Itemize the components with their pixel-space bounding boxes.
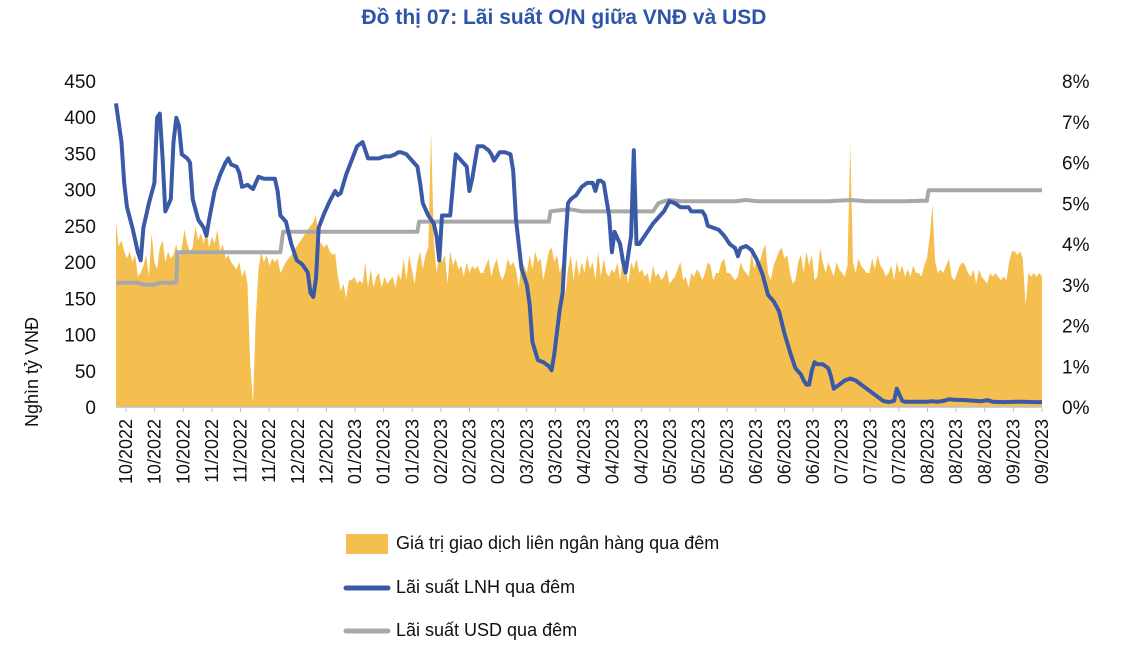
x-tick-label: 06/2023 — [746, 419, 766, 484]
legend-usd-label: Lãi suất USD qua đêm — [396, 620, 578, 640]
axis-layer — [116, 406, 1043, 412]
x-tick-label: 10/2022 — [145, 419, 165, 484]
right-y-tick-label: 8% — [1062, 72, 1090, 93]
left-y-tick-label: 250 — [64, 217, 96, 238]
x-tick-label: 11/2022 — [202, 419, 222, 483]
x-tick-label: 01/2023 — [402, 419, 422, 484]
chart-title: Đồ thị 07: Lãi suất O/N giữa VNĐ và USD — [361, 6, 767, 29]
x-tick-label: 05/2023 — [717, 419, 737, 484]
x-tick-label: 07/2023 — [889, 419, 909, 484]
left-y-tick-label: 400 — [64, 108, 96, 129]
x-tick-label: 08/2023 — [975, 419, 995, 484]
x-tick-label: 06/2023 — [774, 419, 794, 484]
right-y-axis-ticks: 0% 1% 2% 3% 4% 5% 6% 7% 8% — [1062, 72, 1090, 419]
left-y-tick-label: 50 — [75, 362, 96, 383]
x-tick-label: 02/2023 — [488, 419, 508, 484]
x-tick-label: 09/2023 — [1032, 419, 1052, 484]
x-tick-label: 05/2023 — [660, 419, 680, 484]
line-layer — [114, 103, 1042, 405]
x-tick-label: 01/2023 — [345, 419, 365, 484]
legend-vnd-label: Lãi suất LNH qua đêm — [396, 577, 576, 597]
legend-area-swatch — [346, 534, 388, 554]
x-tick-label: 06/2023 — [803, 419, 823, 484]
x-tick-label: 11/2022 — [231, 419, 251, 483]
x-tick-label: 07/2023 — [832, 419, 852, 484]
right-y-tick-label: 7% — [1062, 113, 1090, 134]
x-tick-label: 05/2023 — [689, 419, 709, 484]
x-tick-label: 08/2023 — [946, 419, 966, 484]
x-tick-label: 04/2023 — [574, 419, 594, 484]
x-tick-label: 04/2023 — [631, 419, 651, 484]
y-axis-label: Nghìn tỷ VNĐ — [22, 317, 42, 427]
left-y-tick-label: 300 — [64, 181, 96, 202]
x-tick-label: 12/2022 — [316, 419, 336, 484]
left-y-tick-label: 0 — [85, 398, 96, 419]
series-area-interbank-volume — [116, 131, 1042, 407]
x-tick-label: 08/2023 — [918, 419, 938, 484]
x-tick-label: 10/2022 — [116, 419, 136, 484]
left-y-tick-label: 150 — [64, 289, 96, 310]
x-axis-ticks: 10/2022 10/2022 10/2022 11/2022 11/2022 11/20… — [116, 419, 1052, 484]
right-y-tick-label: 6% — [1062, 154, 1090, 175]
right-y-tick-label: 4% — [1062, 235, 1090, 256]
x-tick-label: 04/2023 — [603, 419, 623, 484]
left-y-axis-ticks: 0 50 100 150 200 250 300 350 400 450 — [64, 72, 96, 419]
x-tick-label: 02/2023 — [460, 419, 480, 484]
series-line-vnd-overnight — [114, 103, 1042, 405]
series-line-usd-overnight — [116, 188, 1042, 287]
x-tick-label: 09/2023 — [1003, 419, 1023, 484]
x-tick-label: 10/2022 — [173, 419, 193, 484]
x-tick-label: 01/2023 — [374, 419, 394, 484]
x-tick-label: 11/2022 — [259, 419, 279, 483]
left-y-tick-label: 450 — [64, 72, 96, 93]
left-y-tick-label: 200 — [64, 253, 96, 274]
x-tick-label: 03/2023 — [545, 419, 565, 484]
area-layer — [116, 131, 1042, 407]
x-tick-label: 07/2023 — [860, 419, 880, 484]
legend-area-label: Giá trị giao dịch liên ngân hàng qua đêm — [396, 533, 720, 553]
x-tick-label: 12/2022 — [288, 419, 308, 484]
right-y-tick-label: 5% — [1062, 194, 1090, 215]
x-tick-label: 02/2023 — [431, 419, 451, 484]
left-y-tick-label: 100 — [64, 326, 96, 347]
left-y-tick-label: 350 — [64, 144, 96, 165]
right-y-tick-label: 2% — [1062, 317, 1090, 338]
x-tick-label: 03/2023 — [517, 419, 537, 484]
right-y-tick-label: 3% — [1062, 276, 1090, 297]
right-y-tick-label: 0% — [1062, 398, 1090, 419]
right-y-tick-label: 1% — [1062, 357, 1090, 378]
